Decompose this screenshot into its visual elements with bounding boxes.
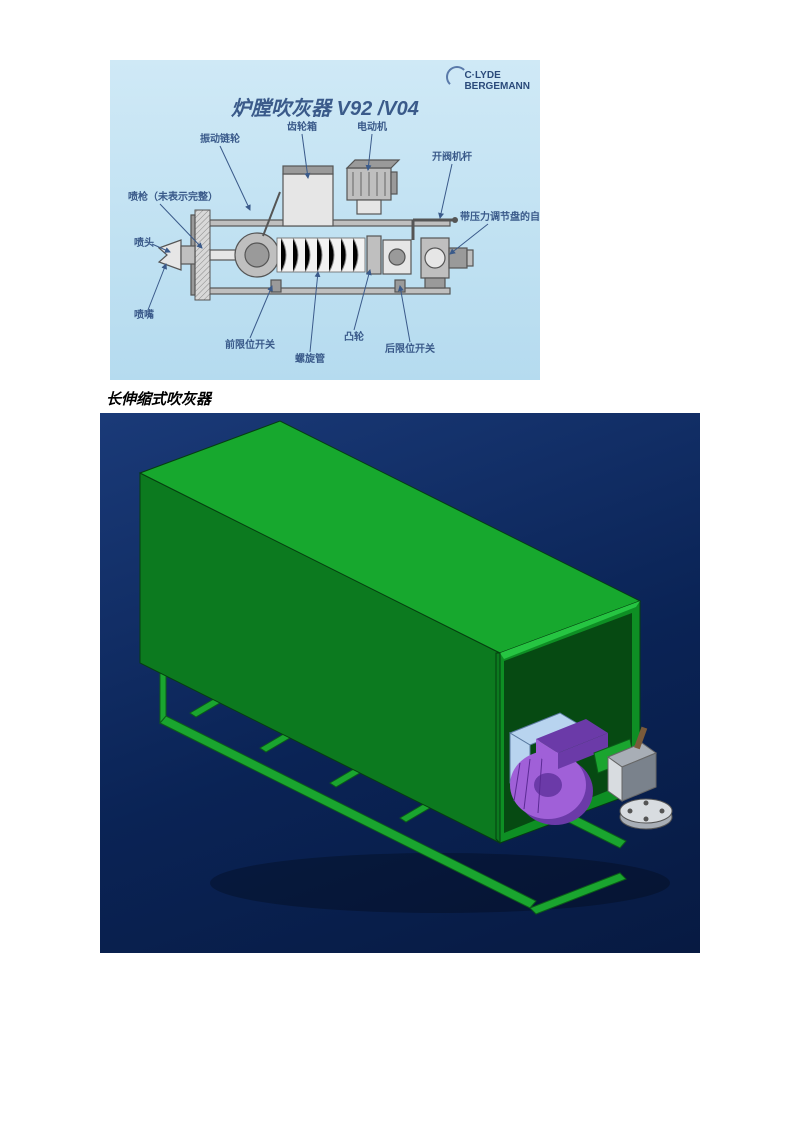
svg-text:前限位开关: 前限位开关 [225,338,275,351]
furnace-sootblower-diagram: C·LYDE BERGEMANN 炉膛吹灰器 V92 /V04 [110,60,540,380]
retractable-sootblower-3d [100,413,700,953]
svg-text:齿轮箱: 齿轮箱 [287,120,317,133]
svg-text:凸轮: 凸轮 [344,330,364,343]
svg-text:电动机: 电动机 [357,120,387,133]
svg-text:后限位开关: 后限位开关 [385,342,435,355]
svg-text:振动链轮: 振动链轮 [200,132,240,145]
svg-text:螺旋管: 螺旋管 [295,352,325,365]
logo-line1: C·LYDE [464,70,500,81]
svg-text:开阀机杆: 开阀机杆 [432,150,472,163]
diagram-title: 炉膛吹灰器 V92 /V04 [110,92,540,121]
figure1-caption: 长伸缩式吹灰器 [106,388,700,409]
clyde-bergemann-logo: C·LYDE BERGEMANN [464,70,530,92]
logo-line2: BERGEMANN [464,81,530,92]
svg-text:喷嘴: 喷嘴 [134,308,154,321]
svg-text:喷头: 喷头 [134,236,154,249]
sootblower-schematic [165,180,495,330]
